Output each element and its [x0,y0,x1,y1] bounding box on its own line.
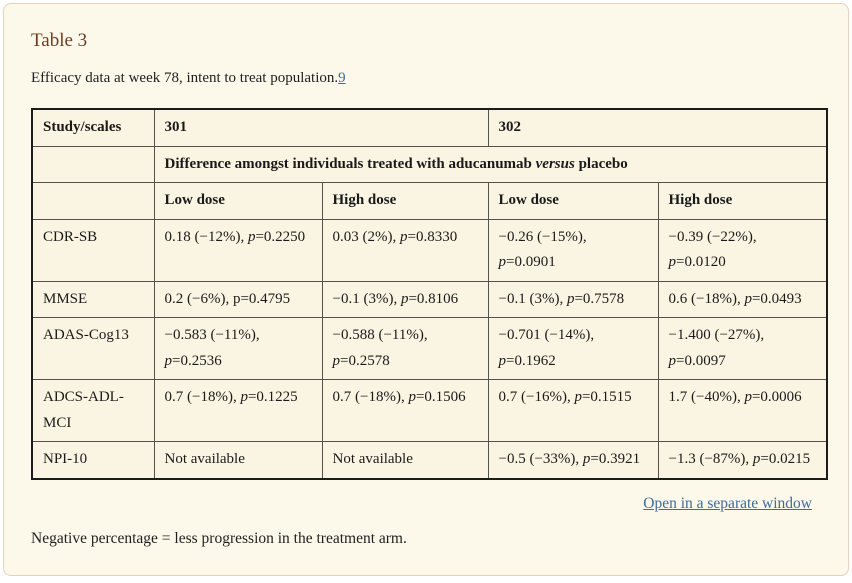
table-title: Table 3 [31,30,88,51]
data-cell: 0.7 (−18%), p=0.1506 [321,379,489,442]
header-row-studies: Study/scales 301 302 [31,108,828,147]
dose-header: Low dose [153,182,323,220]
data-cell: −0.1 (3%), p=0.7578 [487,280,659,318]
difference-span-header: Difference amongst individuals treated w… [153,145,828,183]
reference-link[interactable]: 9 [338,70,346,86]
study-header-302: 302 [487,108,828,147]
data-cell: 0.18 (−12%), p=0.2250 [153,218,323,282]
data-cell: 0.7 (−18%), p=0.1225 [153,379,323,442]
table-row: CDR-SB 0.18 (−12%), p=0.2250 0.03 (2%), p=… [31,218,828,282]
data-cell: −0.588 (−11%), p=0.2578 [321,317,489,380]
table-row: ADCS-ADL-MCI 0.7 (−18%), p=0.1225 0.7 (−18… [31,379,828,442]
data-cell: −0.701 (−14%), p=0.1962 [487,317,659,380]
row-label: ADAS-Cog13 [31,317,155,380]
corner-header: Study/scales [31,108,155,147]
row-label: ADCS-ADL-MCI [31,379,155,442]
row-label: CDR-SB [31,218,155,282]
data-cell: 0.03 (2%), p=0.8330 [321,218,489,282]
data-cell: −0.5 (−33%), p=0.3921 [487,441,659,479]
data-cell: −1.400 (−27%), p=0.0097 [657,317,828,380]
data-cell: Not available [321,441,489,479]
data-cell: 0.2 (−6%), p=0.4795 [153,280,323,318]
table-caption: Efficacy data at week 78, intent to trea… [31,70,821,87]
table-row: ADAS-Cog13 −0.583 (−11%), p=0.2536 −0.588 (… [31,317,828,380]
caption-text: Efficacy data at week 78, intent to trea… [31,70,339,86]
data-cell: 1.7 (−40%), p=0.0006 [657,379,828,442]
row-label: MMSE [31,280,155,318]
table-card: Table 3 Efficacy data at week 78, intent… [3,3,849,576]
empty-header-cell [31,182,155,220]
dose-header: High dose [657,182,828,220]
table-row: MMSE 0.2 (−6%), p=0.4795 −0.1 (3%), p=0.81… [31,280,828,318]
dose-header: High dose [321,182,489,220]
empty-header-cell [31,145,155,183]
footnote: Negative percentage = less progression i… [31,529,407,547]
data-cell: −0.26 (−15%), p=0.0901 [487,218,659,282]
efficacy-table: Study/scales 301 302 Difference amongst … [31,108,828,480]
data-cell: −0.583 (−11%), p=0.2536 [153,317,323,380]
row-label: NPI-10 [31,441,155,479]
table-row: NPI-10 Not available Not available −0.5 (−3… [31,441,828,479]
study-header-301: 301 [153,108,489,147]
open-separate-window-link[interactable]: Open in a separate window [643,494,812,512]
dose-header: Low dose [487,182,659,220]
data-cell: Not available [153,441,323,479]
data-cell: −0.1 (3%), p=0.8106 [321,280,489,318]
data-cell: 0.6 (−18%), p=0.0493 [657,280,828,318]
header-row-doses: Low dose High dose Low dose High dose [31,182,828,220]
header-row-span: Difference amongst individuals treated w… [31,145,828,183]
data-cell: 0.7 (−16%), p=0.1515 [487,379,659,442]
open-link-row: Open in a separate window [31,495,826,513]
data-cell: −1.3 (−87%), p=0.0215 [657,441,828,479]
data-cell: −0.39 (−22%), p=0.0120 [657,218,828,282]
